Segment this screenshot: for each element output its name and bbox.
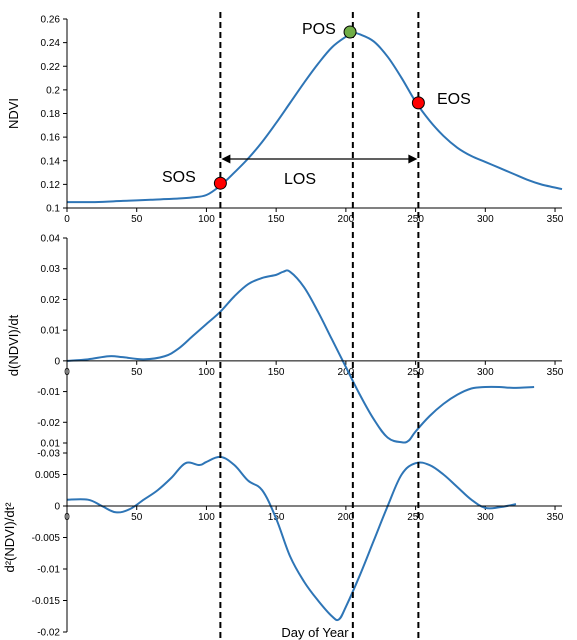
x-tick-label: 250 (407, 367, 424, 378)
x-tick-label: 350 (547, 512, 564, 523)
y-tick-label: -0.01 (37, 565, 60, 576)
pos-label: POS (302, 21, 336, 38)
y-tick-label: -0.015 (32, 596, 61, 607)
x-tick-label: 50 (131, 214, 143, 225)
los-label: LOS (284, 171, 316, 188)
y-tick-label: 0.2 (46, 85, 60, 96)
x-tick-label: 150 (268, 214, 285, 225)
first-derivative-y-ticks: -0.03 -0.02 -0.01 0 0.01 0.02 0.03 0.04 (37, 234, 67, 460)
los-arrow (221, 154, 418, 164)
sos-label: SOS (162, 169, 196, 186)
x-tick-label: 150 (268, 367, 285, 378)
y-tick-label: -0.01 (37, 387, 60, 398)
x-tick-label: 200 (338, 512, 355, 523)
eos-label: EOS (437, 91, 471, 108)
second-derivative-y-label: d²(NDVI)/dt² (2, 502, 17, 573)
y-tick-label: 0.14 (41, 156, 61, 167)
y-tick-label: 0.03 (41, 264, 61, 275)
y-tick-label: 0 (54, 356, 60, 367)
ndvi-x-ticks: 0 50 100 150 200 250 300 350 (64, 208, 564, 225)
phenology-dashed-lines (219, 12, 420, 640)
ndvi-y-label: NDVI (6, 98, 21, 129)
first-derivative-axes (66, 238, 562, 453)
x-tick-label: 300 (477, 214, 494, 225)
x-tick-label: 300 (477, 367, 494, 378)
y-tick-label: 0.1 (46, 204, 60, 215)
y-tick-label: 0.24 (41, 38, 61, 49)
y-tick-label: 0.005 (35, 470, 60, 481)
x-tick-label: 50 (131, 367, 143, 378)
y-tick-label: 0.12 (41, 180, 61, 191)
y-tick-label: 0.16 (41, 133, 61, 144)
x-tick-label: 200 (338, 214, 355, 225)
first-derivative-line (66, 269, 535, 444)
first-derivative-panel: -0.03 -0.02 -0.01 0 0.01 0.02 0.03 0.04 0 50 100 1… (6, 234, 564, 460)
eos-marker (411, 96, 425, 110)
x-tick-label: 100 (198, 512, 215, 523)
ndvi-panel: 0.1 0.12 0.14 0.16 0.18 0.2 0.22 0.24 0.26 0 50 10… (6, 15, 564, 226)
ndvi-axes (66, 19, 562, 209)
y-tick-label: -0.005 (32, 533, 61, 544)
ndvi-y-ticks: 0.1 0.12 0.14 0.16 0.18 0.2 0.22 0.24 0.26 (41, 15, 67, 215)
x-axis-title: Day of Year (281, 625, 349, 640)
x-tick-label: 250 (407, 512, 424, 523)
pos-marker (343, 25, 357, 39)
x-tick-label: 350 (547, 367, 564, 378)
x-tick-label: 200 (338, 367, 355, 378)
x-tick-label: 350 (547, 214, 564, 225)
x-tick-label: 50 (131, 512, 143, 523)
sos-marker (213, 176, 227, 190)
x-tick-label: 300 (477, 512, 494, 523)
y-tick-label: -0.03 (37, 449, 60, 460)
y-tick-label: 0.22 (41, 62, 61, 73)
y-tick-label: 0.01 (41, 326, 61, 337)
y-tick-label: 0 (54, 502, 60, 513)
second-derivative-y-ticks: -0.02 -0.015 -0.01 -0.005 0 0.005 0.01 (32, 439, 67, 639)
second-derivative-line (66, 455, 517, 622)
y-tick-label: 0.01 (41, 439, 61, 450)
x-tick-label: 250 (407, 214, 424, 225)
x-tick-label: 100 (198, 367, 215, 378)
second-derivative-axes (66, 443, 562, 632)
first-derivative-y-label: d(NDVI)/dt (6, 314, 21, 376)
y-tick-label: -0.02 (37, 628, 60, 639)
x-tick-label: 0 (64, 214, 70, 225)
y-tick-label: 0.26 (41, 15, 61, 26)
y-tick-label: 0.02 (41, 295, 61, 306)
y-tick-label: 0.04 (41, 234, 61, 245)
y-tick-label: 0.18 (41, 109, 61, 120)
y-tick-label: -0.02 (37, 418, 60, 429)
x-tick-label: 100 (198, 214, 215, 225)
